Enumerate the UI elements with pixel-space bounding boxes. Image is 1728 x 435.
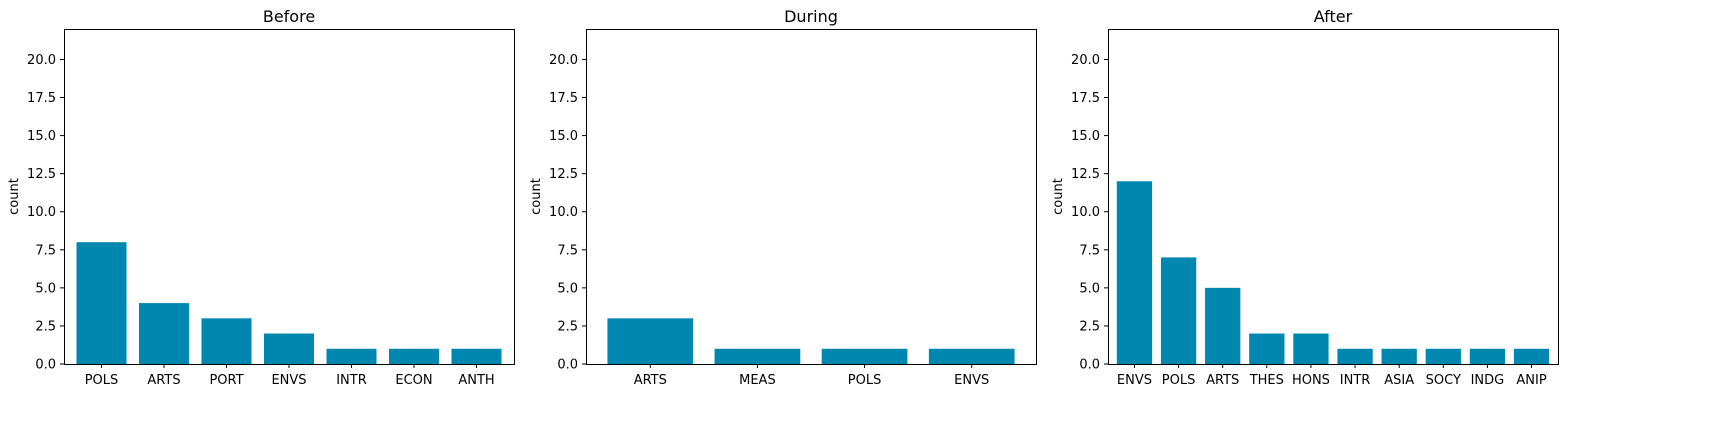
chart-panel-2: After ENVS POLS ARTS THES HONS INTR ASIA SOCY IND… [1051,7,1559,388]
bar-anth [451,348,502,364]
y-tick-label: 0.0 [1079,358,1100,373]
y-tick-label: 5.0 [1079,281,1100,296]
x-tick-label: INTR [336,373,367,388]
bar-envs [264,333,314,364]
plot-frame [64,29,515,365]
bar-anip [1513,348,1550,364]
y-tick-label: 15.0 [1071,129,1100,144]
y-tick-label: 17.5 [1071,91,1100,106]
bar-asia [1381,348,1417,364]
y-tick-label: 20.0 [1071,53,1100,68]
chart-panel-1: During ARTS MEAS POLS ENVS 0.0 2.5 5.0 7.5 10.0 12… [529,7,1037,388]
x-tick-label: PORT [209,373,243,388]
y-tick-label: 17.5 [27,91,56,106]
bar-intr [326,348,377,364]
bar-pols [76,242,127,364]
chart-title: Before [263,7,315,26]
x-tick-label: ECON [395,373,432,388]
chart-title: After [1314,7,1353,26]
x-tick-label: ARTS [634,373,667,388]
x-tick-label: HONS [1292,373,1330,388]
x-tick-label: ENVS [1117,373,1152,388]
bar-econ [389,348,439,364]
chart-panel-0: Before POLS ARTS PORT ENVS INTR ECON ANTH 0.0 2.5… [7,7,515,388]
x-tick-label: POLS [85,373,119,388]
chart-title: During [784,7,838,26]
bar-intr [1337,348,1373,364]
y-axis-label: count [529,178,544,215]
y-tick-label: 0.0 [557,358,578,373]
y-tick-label: 15.0 [27,129,56,144]
y-tick-label: 12.5 [1071,167,1100,182]
x-tick-label: ASIA [1384,373,1414,388]
y-tick-label: 5.0 [557,281,578,296]
x-tick-label: THES [1249,373,1284,388]
x-tick-label: MEAS [739,373,776,388]
bar-pols [1160,257,1197,364]
bar-envs [1116,181,1153,364]
y-tick-label: 12.5 [27,167,56,182]
y-axis-label: count [7,178,22,215]
y-tick-label: 0.0 [35,358,56,373]
y-tick-label: 10.0 [549,205,578,220]
x-tick-label: INDG [1471,373,1505,388]
x-tick-label: SOCY [1426,373,1461,388]
y-tick-label: 2.5 [557,319,578,334]
y-axis-label: count [1051,178,1066,215]
x-tick-label: ARTS [147,373,180,388]
bar-port [201,318,252,364]
x-tick-label: ANIP [1516,373,1546,388]
x-tick-label: POLS [848,373,882,388]
y-tick-label: 2.5 [1079,319,1100,334]
x-tick-label: ARTS [1206,373,1239,388]
bar-meas [714,348,801,364]
x-tick-label: ENVS [954,373,989,388]
bar-pols [821,348,908,364]
y-tick-label: 7.5 [557,243,578,258]
y-tick-label: 7.5 [1079,243,1100,258]
y-tick-label: 7.5 [35,243,56,258]
bar-envs [928,348,1015,364]
y-tick-label: 10.0 [1071,205,1100,220]
x-tick-label: INTR [1340,373,1371,388]
y-tick-label: 20.0 [27,53,56,68]
bar-arts [1205,287,1241,364]
y-tick-label: 12.5 [549,167,578,182]
bar-indg [1469,348,1506,364]
y-tick-label: 20.0 [549,53,578,68]
y-tick-label: 10.0 [27,205,56,220]
y-tick-label: 15.0 [549,129,578,144]
y-tick-label: 17.5 [549,91,578,106]
x-tick-label: ENVS [271,373,306,388]
bar-arts [139,303,189,364]
x-tick-label: ANTH [458,373,494,388]
bar-arts [607,318,694,364]
y-tick-label: 5.0 [35,281,56,296]
plot-frame [1108,29,1559,365]
y-tick-label: 2.5 [35,319,56,334]
bar-socy [1425,348,1461,364]
x-tick-label: POLS [1162,373,1196,388]
bar-hons [1293,333,1329,364]
bar-thes [1249,333,1285,364]
plot-frame [586,29,1037,365]
